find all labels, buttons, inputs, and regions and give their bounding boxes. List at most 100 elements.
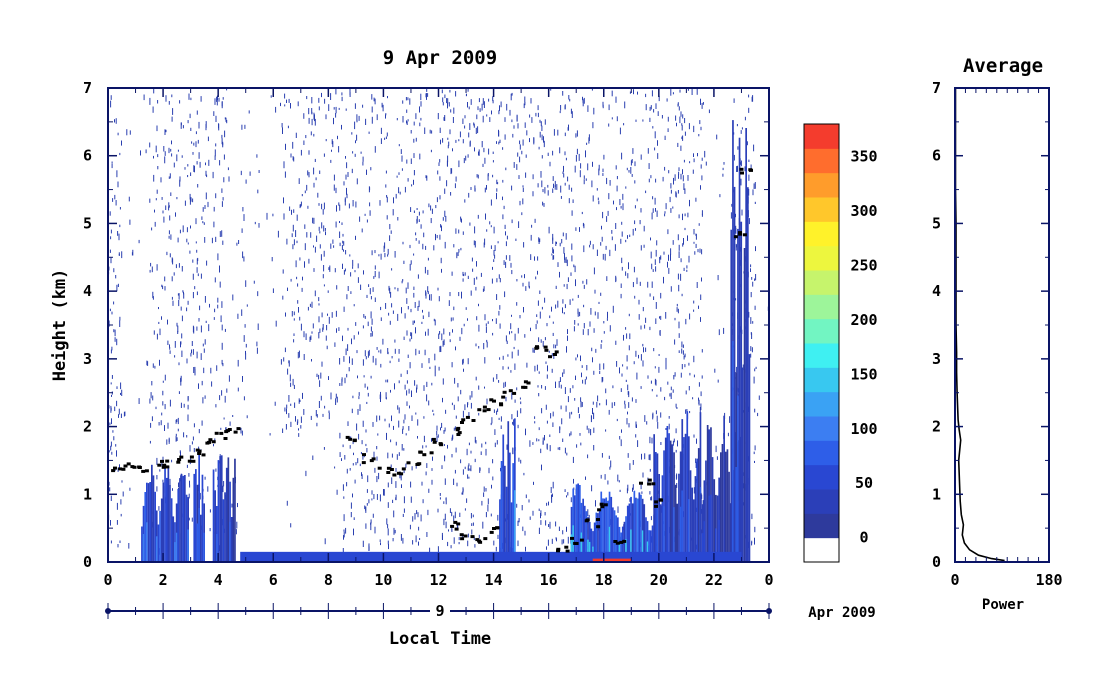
noise-speck [245, 179, 247, 184]
cloud-boundary-dot [651, 482, 656, 486]
x-tick-label: 2 [159, 571, 168, 589]
noise-speck [619, 127, 621, 135]
echo-column [745, 128, 747, 562]
noise-speck [117, 132, 119, 136]
noise-speck [467, 275, 469, 279]
noise-speck [492, 266, 493, 270]
noise-speck [535, 324, 537, 330]
echo-column [697, 448, 700, 562]
noise-speck [362, 540, 364, 547]
echo-column [691, 487, 693, 562]
noise-speck [441, 465, 443, 469]
noise-speck [529, 516, 531, 520]
noise-speck [562, 299, 564, 304]
noise-speck [109, 249, 111, 253]
noise-speck [701, 175, 703, 181]
noise-speck [623, 123, 625, 126]
noise-speck [467, 540, 469, 547]
noise-speck [560, 384, 562, 389]
noise-speck [670, 386, 672, 391]
y-tick-label: 6 [83, 147, 92, 165]
noise-speck [403, 496, 405, 504]
cloud-boundary-dot [564, 545, 569, 549]
noise-speck [219, 281, 221, 288]
noise-speck [455, 346, 456, 351]
noise-speck [529, 440, 531, 447]
noise-speck [522, 526, 524, 532]
cloud-boundary-dot [622, 539, 627, 543]
noise-speck [149, 269, 151, 273]
noise-speck [417, 306, 419, 311]
noise-speck [119, 316, 121, 321]
noise-speck [631, 397, 633, 402]
noise-speck [162, 390, 164, 396]
noise-speck [157, 166, 159, 170]
noise-speck [158, 307, 159, 310]
noise-speck [655, 208, 656, 212]
noise-speck [591, 485, 593, 492]
noise-speck [336, 489, 338, 495]
noise-speck [401, 307, 402, 314]
noise-speck [571, 411, 573, 415]
noise-speck [199, 161, 201, 168]
noise-speck [350, 291, 352, 294]
noise-speck [593, 427, 595, 433]
noise-speck [644, 415, 646, 422]
noise-speck [439, 347, 441, 351]
noise-speck [179, 179, 181, 187]
noise-speck [347, 172, 349, 177]
noise-speck [410, 332, 412, 337]
noise-speck [447, 160, 448, 167]
noise-speck [184, 200, 186, 206]
noise-speck [670, 189, 672, 194]
echo-column [705, 460, 707, 562]
cloud-boundary-dot [738, 232, 743, 236]
cloud-boundary-dot [548, 355, 552, 359]
noise-speck [683, 159, 685, 163]
noise-speck [462, 139, 464, 144]
noise-speck [663, 251, 665, 255]
noise-speck [411, 466, 413, 471]
noise-speck [693, 355, 695, 363]
noise-speck [467, 102, 468, 108]
noise-speck [433, 318, 435, 322]
echo-column [673, 452, 675, 562]
noise-speck [730, 212, 732, 219]
noise-speck [455, 228, 457, 234]
echo-core [198, 508, 200, 562]
noise-speck [385, 113, 387, 116]
noise-speck [556, 339, 558, 346]
noise-speck [373, 276, 375, 279]
noise-speck [592, 401, 594, 405]
noise-speck [401, 168, 403, 171]
noise-speck [693, 153, 694, 157]
noise-speck [509, 331, 510, 335]
noise-speck [680, 273, 682, 281]
noise-speck [324, 405, 326, 409]
noise-speck [328, 410, 330, 413]
noise-speck [531, 117, 533, 123]
noise-speck [353, 517, 355, 520]
noise-speck [179, 450, 181, 454]
noise-speck [634, 180, 636, 184]
noise-speck [460, 247, 462, 251]
noise-speck [567, 396, 569, 403]
noise-speck [497, 408, 499, 412]
noise-speck [677, 190, 679, 194]
cloud-boundary-dot [177, 458, 182, 461]
noise-speck [645, 190, 647, 194]
noise-speck [698, 305, 699, 309]
noise-speck [599, 403, 601, 406]
noise-speck [471, 391, 473, 398]
noise-speck [244, 124, 246, 129]
noise-speck [156, 125, 158, 132]
noise-speck [199, 492, 201, 500]
noise-speck [353, 452, 354, 456]
noise-speck [477, 174, 479, 179]
noise-speck [490, 513, 492, 517]
noise-speck [403, 448, 405, 451]
echo-core [718, 519, 720, 562]
noise-speck [447, 541, 449, 547]
noise-speck [600, 344, 602, 349]
noise-speck [110, 405, 112, 413]
